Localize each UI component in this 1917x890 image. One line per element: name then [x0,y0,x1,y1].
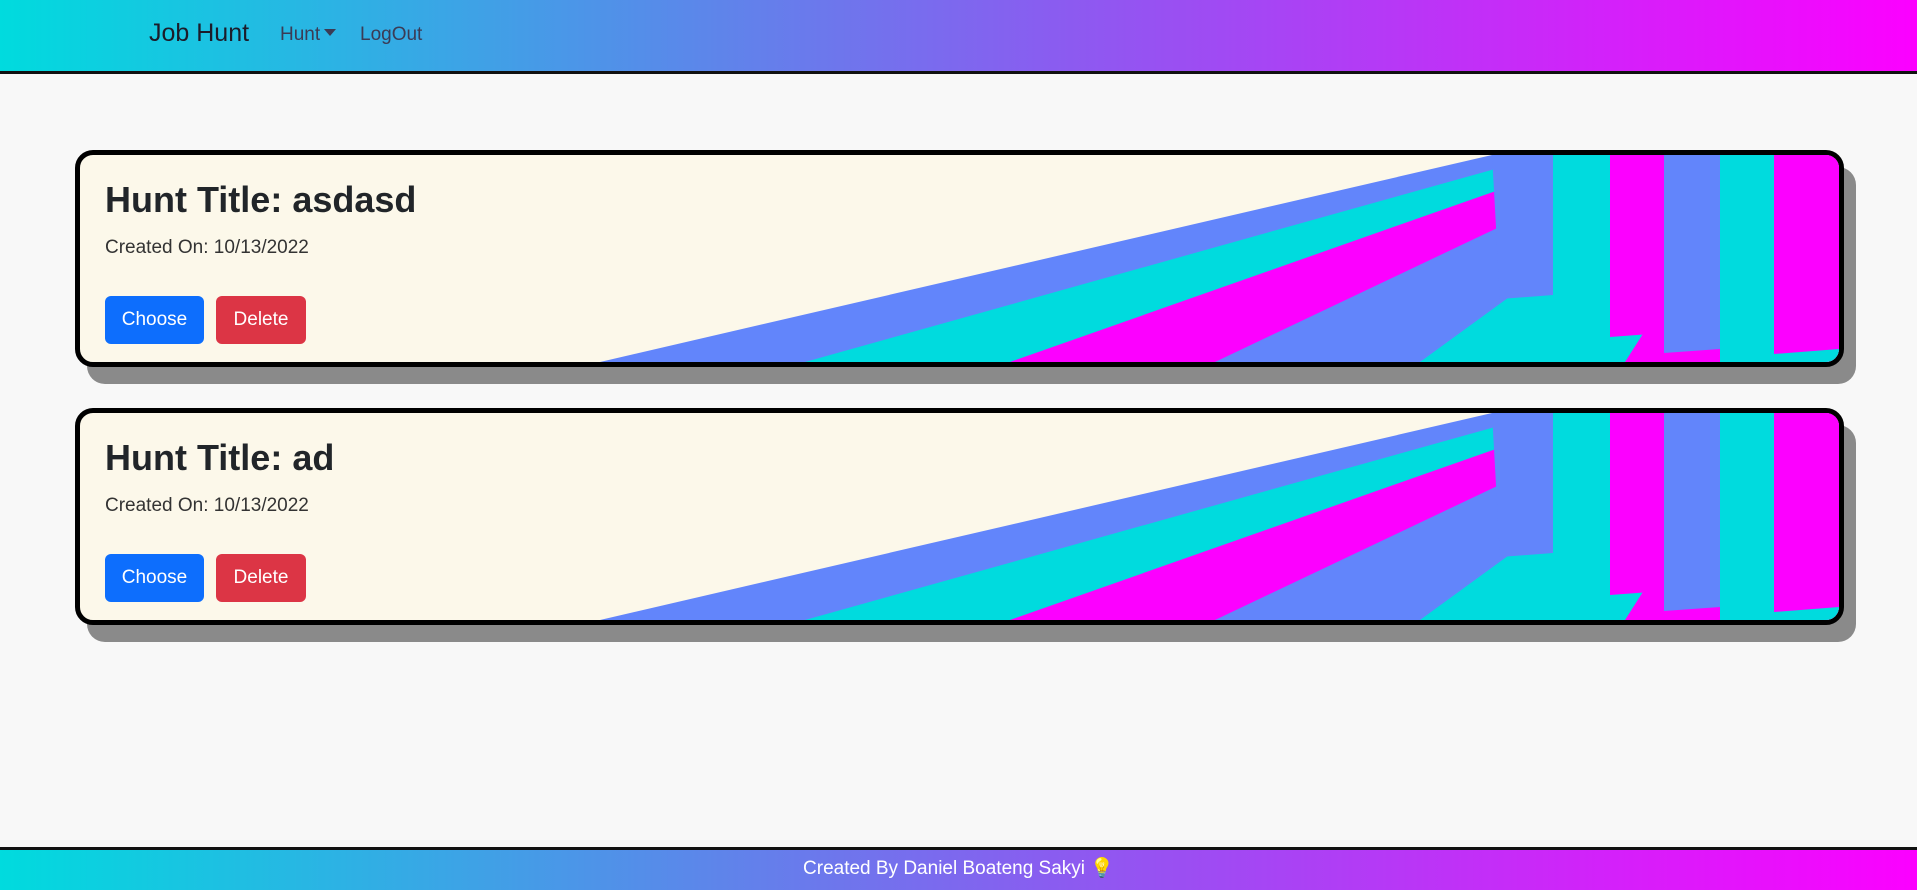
created-date: Created On: 10/13/2022 [105,495,309,516]
hunt-dropdown-label: Hunt [280,24,321,45]
footer-credit: Created By Daniel Boateng Sakyi [803,858,1086,879]
delete-button[interactable]: Delete [216,554,306,602]
hunt-card-body: Hunt Title: ad Created On: 10/13/2022 Ch… [75,408,1844,625]
choose-button[interactable]: Choose [105,296,204,344]
stripes-decoration [600,155,1839,362]
hunt-card: Hunt Title: asdasd Created On: 10/13/202… [75,150,1856,384]
choose-button[interactable]: Choose [105,554,204,602]
caret-down-icon [324,29,337,36]
logout-link[interactable]: LogOut [360,24,423,45]
hunt-card: Hunt Title: ad Created On: 10/13/2022 Ch… [75,408,1856,642]
footer: Created By Daniel Boateng Sakyi 💡 [0,847,1917,890]
stripes-decoration [600,413,1839,620]
hunt-dropdown[interactable]: Hunt [280,24,337,46]
brand-link[interactable]: Job Hunt [149,19,250,47]
hunt-title: Hunt Title: asdasd [105,179,417,220]
hunt-title: Hunt Title: ad [105,437,335,478]
navbar: Job Hunt Hunt LogOut [0,0,1917,74]
delete-button[interactable]: Delete [216,296,306,344]
hunt-card-body: Hunt Title: asdasd Created On: 10/13/202… [75,150,1844,367]
lightbulb-icon: 💡 [1090,858,1114,879]
created-date: Created On: 10/13/2022 [105,237,309,258]
